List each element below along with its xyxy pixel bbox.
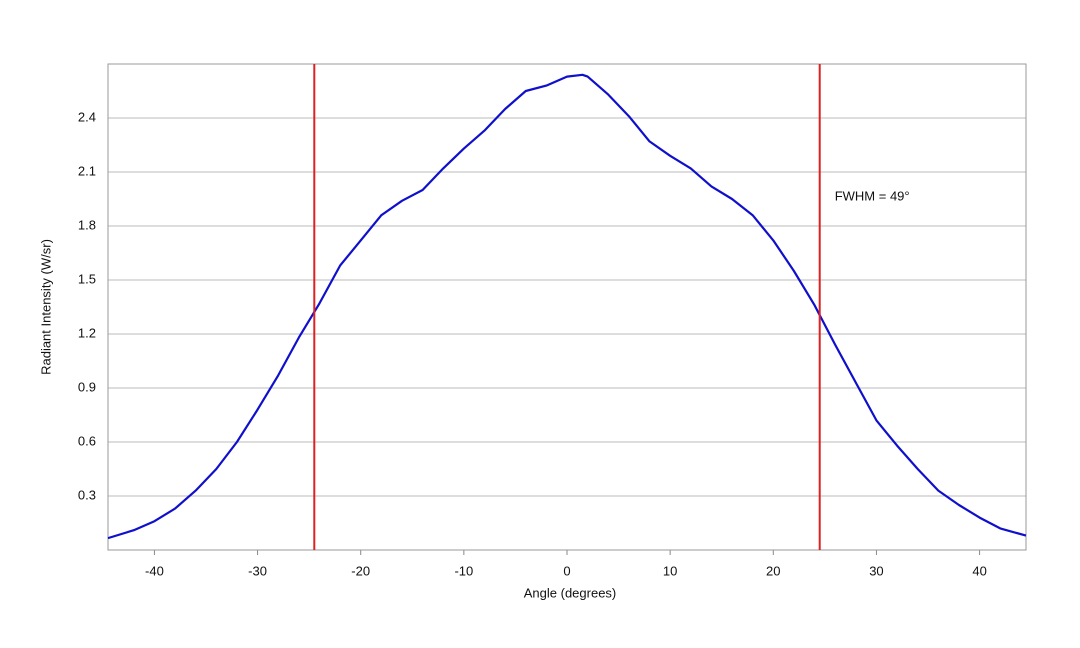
y-axis-label: Radiant Intensity (W/sr) <box>38 239 53 375</box>
y-tick-label: 1.8 <box>78 217 96 232</box>
x-axis-label: Angle (degrees) <box>524 585 617 600</box>
x-tick-label: -10 <box>454 563 473 578</box>
x-tick-label: -40 <box>145 563 164 578</box>
y-tick-label: 2.4 <box>78 109 96 124</box>
x-tick-label: -30 <box>248 563 267 578</box>
x-tick-label: 0 <box>563 563 570 578</box>
plot-frame <box>107 63 1027 551</box>
data-line <box>107 73 1027 540</box>
y-tick-label: 0.9 <box>78 379 96 394</box>
x-tick-label: 20 <box>766 563 780 578</box>
y-tick-label: 0.6 <box>78 433 96 448</box>
x-tick-label: 40 <box>972 563 986 578</box>
y-tick-label: 1.5 <box>78 271 96 286</box>
x-tick-label: 10 <box>663 563 677 578</box>
x-tick-label: -20 <box>351 563 370 578</box>
annotation: FWHM = 49° <box>835 188 910 203</box>
y-tick-label: 0.3 <box>78 487 96 502</box>
x-tick-label: 30 <box>869 563 883 578</box>
y-tick-label: 2.1 <box>78 163 96 178</box>
y-tick-label: 1.2 <box>78 325 96 340</box>
